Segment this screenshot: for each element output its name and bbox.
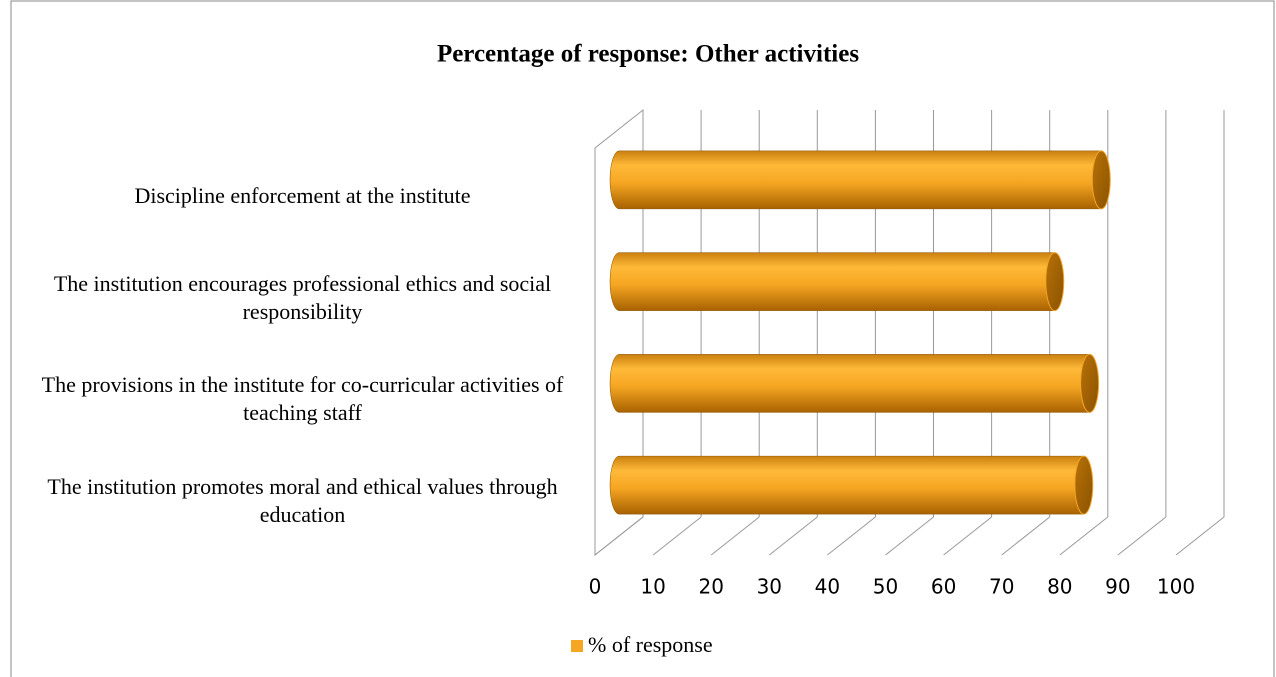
bar-body bbox=[609, 252, 1055, 311]
chart-title: Percentage of response: Other activities bbox=[437, 41, 859, 68]
category-label-box: Discipline enforcement at the institute bbox=[134, 182, 471, 208]
floor-line bbox=[1059, 516, 1109, 556]
category-label: Discipline enforcement at the institute bbox=[134, 182, 471, 208]
bar-cap bbox=[1091, 150, 1111, 210]
x-tick-label: 30 bbox=[757, 575, 782, 599]
bar-body bbox=[609, 354, 1090, 413]
x-tick-label: 90 bbox=[1105, 575, 1130, 599]
legend-label: % of response bbox=[588, 632, 713, 657]
x-tick-label: 100 bbox=[1157, 575, 1195, 599]
x-tick-label: 10 bbox=[640, 575, 665, 599]
floor-line bbox=[768, 516, 818, 556]
floor-line bbox=[594, 516, 644, 556]
bar bbox=[609, 455, 1094, 515]
category-label-box: The institution encourages professional … bbox=[53, 270, 552, 324]
x-tick-label: 70 bbox=[989, 575, 1014, 599]
bar bbox=[609, 150, 1111, 210]
category-label-box: The provisions in the institute for co-c… bbox=[41, 372, 564, 426]
bar bbox=[609, 252, 1065, 312]
category-label: The provisions in the institute for co-c… bbox=[41, 372, 564, 426]
x-tick-label: 40 bbox=[815, 575, 840, 599]
floor-line bbox=[943, 516, 992, 556]
x-tick-label: 0 bbox=[589, 575, 602, 599]
category-label: The institution promotes moral and ethic… bbox=[47, 474, 558, 528]
x-tick-label: 20 bbox=[698, 575, 723, 599]
bar-cap bbox=[1045, 252, 1065, 312]
category-label-box: The institution promotes moral and ethic… bbox=[47, 474, 558, 528]
legend-swatch bbox=[571, 640, 583, 652]
floor-line bbox=[885, 516, 934, 556]
floor-line bbox=[827, 516, 876, 556]
bar bbox=[609, 353, 1100, 413]
floor-line bbox=[710, 516, 760, 556]
chart-frame bbox=[10, 0, 1275, 677]
bar-cap bbox=[1074, 455, 1094, 515]
category-label: The institution encourages professional … bbox=[53, 270, 552, 324]
bar-body bbox=[609, 455, 1085, 515]
x-tick-label: 50 bbox=[873, 575, 898, 599]
x-tick-label: 80 bbox=[1047, 575, 1072, 599]
bar-body bbox=[609, 150, 1102, 210]
floor-line bbox=[1001, 516, 1051, 556]
bar-cap bbox=[1080, 353, 1100, 413]
floor-line bbox=[1117, 516, 1167, 556]
x-tick-label: 60 bbox=[931, 575, 956, 599]
floor-line bbox=[652, 516, 702, 556]
floor-line bbox=[1175, 516, 1225, 556]
